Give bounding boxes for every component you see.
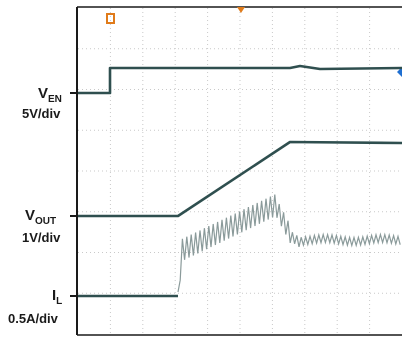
- ven-label: VEN: [38, 85, 62, 105]
- vout-label: VOUT: [25, 207, 56, 227]
- vout-trace: [78, 140, 402, 218]
- time-position-marker-icon: [237, 7, 245, 13]
- trigger-marker-icon: [106, 13, 115, 24]
- il-scale-label: 0.5A/div: [8, 311, 59, 326]
- channel-offset-marker-icon: [397, 67, 402, 77]
- grid: [78, 8, 402, 334]
- vout-scale-label: 1V/div: [22, 230, 61, 245]
- il-trace-ripple: [177, 194, 401, 293]
- il-label: IL: [52, 287, 62, 307]
- ven-scale-label: 5V/div: [22, 106, 61, 121]
- ven-trace: [78, 64, 402, 95]
- traces: [78, 64, 402, 298]
